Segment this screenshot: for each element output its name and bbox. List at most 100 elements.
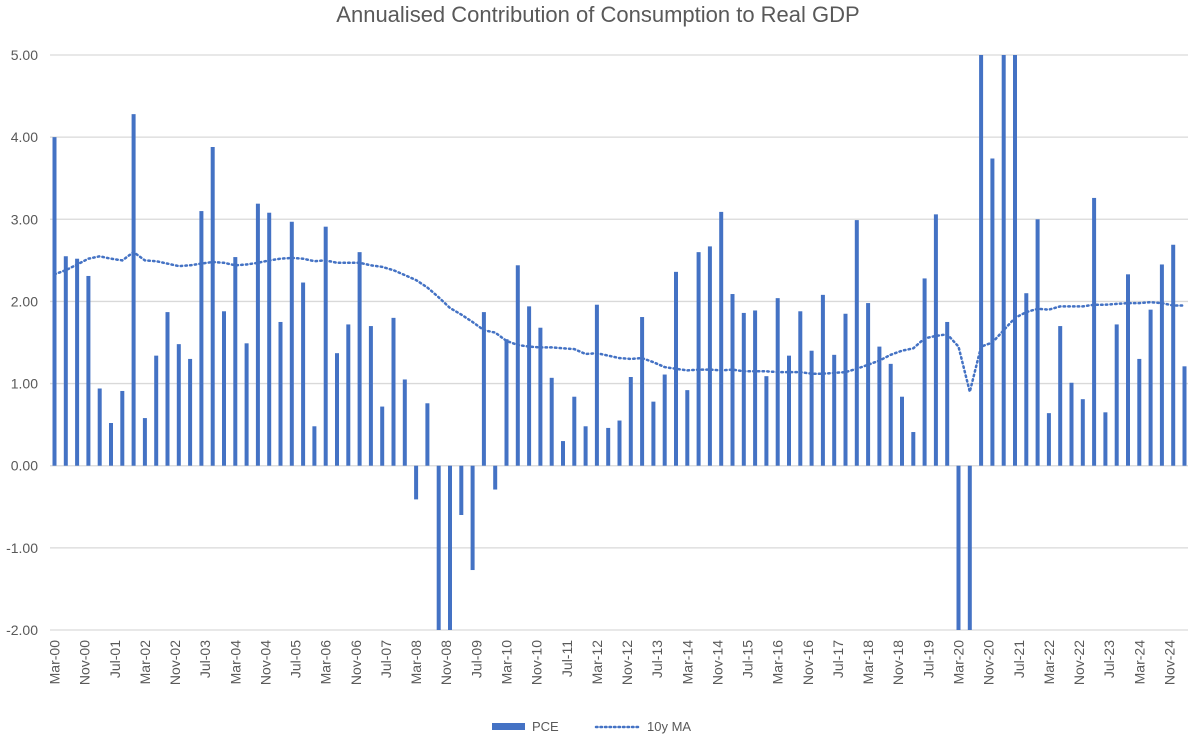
pce-bar: [448, 465, 452, 630]
pce-bar: [1182, 366, 1187, 466]
pce-bar: [798, 311, 803, 466]
pce-bar: [346, 324, 351, 466]
x-tick-label: Jul-05: [288, 640, 304, 678]
pce-bar: [719, 211, 724, 466]
pce-bar: [142, 418, 147, 466]
pce-bar: [843, 313, 848, 466]
x-tick-label: Mar-02: [137, 640, 153, 685]
pce-bar: [233, 257, 238, 466]
x-tick-label: Jul-19: [920, 640, 936, 678]
pce-bar: [425, 403, 430, 466]
x-tick-label: Nov-22: [1071, 640, 1087, 685]
pce-bars: [52, 55, 1187, 630]
x-tick-label: Nov-14: [709, 640, 725, 685]
x-tick-label: Nov-20: [981, 640, 997, 685]
legend-ma-label: 10y MA: [647, 719, 691, 734]
pce-bar: [176, 344, 181, 466]
pce-bar: [289, 221, 294, 466]
pce-bar: [1092, 197, 1097, 466]
pce-bar: [459, 465, 464, 515]
x-tick-label: Jul-21: [1011, 640, 1027, 678]
pce-bar: [549, 377, 554, 466]
pce-bar: [188, 358, 193, 466]
pce-bar: [651, 401, 656, 466]
pce-bar: [854, 220, 859, 466]
pce-bar: [52, 137, 57, 466]
pce-bar: [809, 350, 814, 466]
x-tick-label: Nov-24: [1161, 640, 1177, 685]
pce-bar: [335, 353, 339, 466]
y-tick-label: 5.00: [11, 47, 38, 63]
x-tick-label: Jul-13: [649, 640, 665, 678]
pce-bar: [97, 388, 102, 466]
pce-bar: [640, 317, 645, 466]
pce-bar: [628, 377, 633, 466]
pce-bar: [154, 355, 159, 466]
pce-bar: [685, 390, 690, 466]
x-tick-label: Jul-11: [559, 640, 575, 677]
pce-bar: [1114, 324, 1119, 466]
pce-bar: [63, 256, 68, 466]
x-tick-label: Jul-15: [740, 640, 756, 678]
pce-bar: [357, 252, 362, 466]
pce-bar: [900, 396, 904, 466]
pce-bar: [255, 203, 260, 466]
chart-title: Annualised Contribution of Consumption t…: [336, 2, 859, 27]
pce-bar: [922, 278, 927, 466]
legend-pce-swatch: [492, 723, 525, 730]
pce-bar: [481, 312, 486, 466]
pce-bar: [1013, 55, 1017, 466]
x-tick-label: Nov-02: [167, 640, 183, 685]
x-axis-ticks: Mar-00 Nov-00 Jul-01 Mar-02 Nov-02 Jul-03 Mar-…: [47, 640, 1178, 685]
pce-bar: [967, 465, 972, 630]
pce-bar: [1159, 264, 1164, 466]
pce-bar: [606, 427, 611, 466]
pce-bar: [956, 465, 961, 630]
y-tick-label: 2.00: [11, 293, 38, 309]
x-tick-label: Mar-18: [860, 640, 876, 685]
x-tick-label: Jul-07: [378, 640, 394, 678]
pce-bar: [753, 310, 758, 466]
ma-line-path: [53, 250, 1186, 393]
pce-bar: [109, 423, 113, 466]
x-tick-label: Nov-04: [257, 640, 273, 685]
pce-bar: [1024, 293, 1029, 466]
x-tick-label: Nov-12: [619, 640, 635, 685]
pce-bar: [527, 306, 532, 466]
pce-bar: [979, 55, 984, 466]
pce-bar: [820, 294, 825, 466]
x-tick-label: Mar-14: [679, 640, 695, 685]
pce-bar: [1001, 55, 1006, 466]
pce-bar: [278, 321, 283, 466]
x-tick-label: Mar-24: [1131, 640, 1147, 685]
x-tick-label: Mar-04: [227, 640, 243, 685]
pce-bar: [210, 147, 215, 466]
pce-bar: [538, 327, 543, 466]
ma-line: [53, 250, 1186, 393]
pce-bar: [470, 465, 475, 571]
pce-bar: [222, 311, 226, 466]
pce-bar: [414, 465, 419, 500]
y-tick-label: 1.00: [11, 376, 38, 392]
pce-bar: [402, 379, 407, 466]
pce-bar: [662, 374, 667, 466]
pce-bar: [504, 339, 509, 466]
y-tick-label: -1.00: [6, 540, 38, 556]
x-tick-label: Jul-03: [197, 640, 213, 678]
x-tick-label: Nov-10: [529, 640, 545, 685]
pce-bar: [1069, 382, 1074, 466]
pce-bar: [1171, 244, 1176, 466]
pce-bar: [1148, 309, 1153, 466]
pce-bar: [990, 158, 995, 466]
y-tick-label: 3.00: [11, 211, 38, 227]
x-tick-label: Mar-22: [1041, 640, 1057, 685]
pce-bar: [493, 465, 498, 490]
pce-bar: [911, 432, 916, 466]
x-tick-label: Nov-00: [77, 640, 93, 685]
pce-bar: [945, 321, 950, 466]
y-tick-label: -2.00: [6, 622, 38, 638]
pce-bar: [86, 275, 91, 466]
legend-pce-label: PCE: [532, 719, 559, 734]
x-tick-label: Mar-00: [47, 640, 63, 685]
pce-bar: [323, 226, 328, 466]
